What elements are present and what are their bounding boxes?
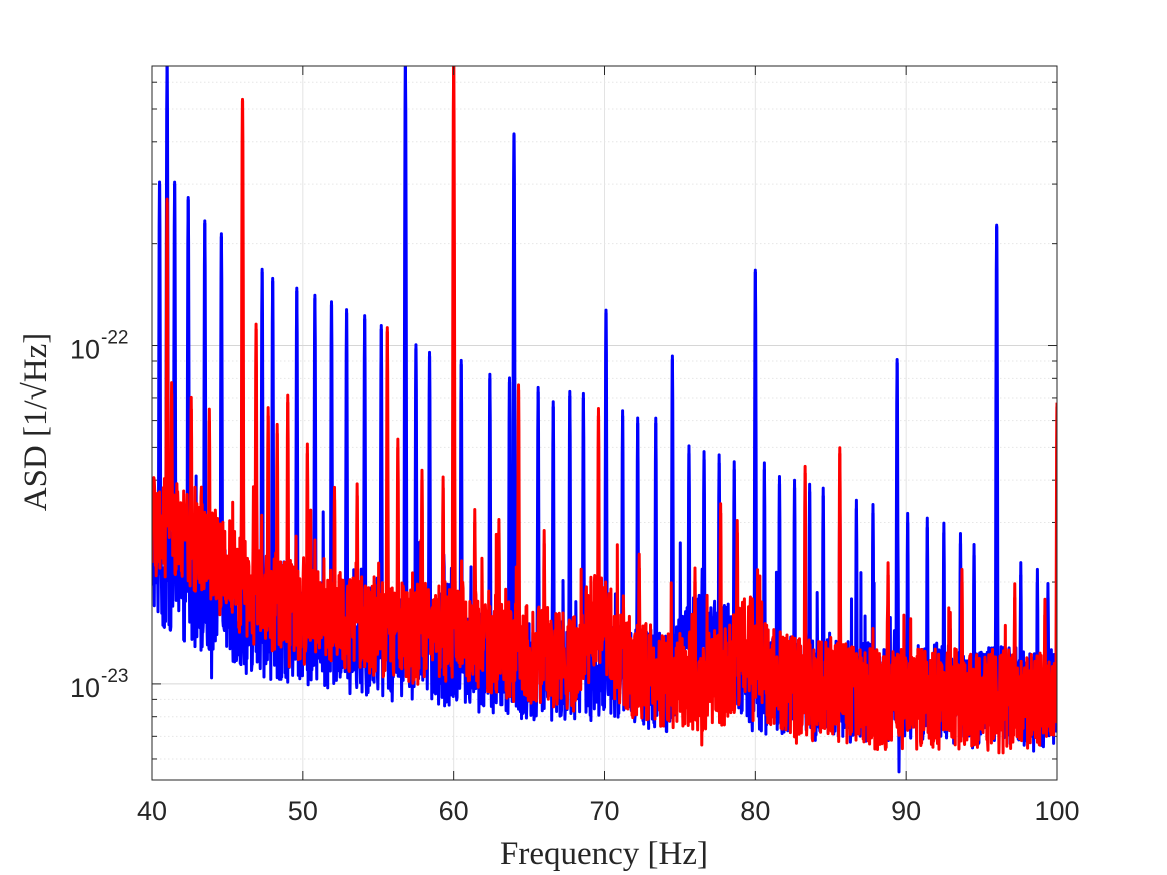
x-tick-label: 90 bbox=[891, 796, 921, 826]
y-axis-label: ASD [1/√Hz] bbox=[18, 333, 54, 512]
series-layer bbox=[152, 66, 1057, 774]
x-tick-label: 50 bbox=[288, 796, 318, 826]
y-tick-label: 10 bbox=[70, 335, 100, 365]
y-tick-exponent: -22 bbox=[101, 328, 128, 349]
x-tick-label: 40 bbox=[137, 796, 167, 826]
asd-line-series-2 bbox=[152, 66, 1057, 755]
x-axis-label: Frequency [Hz] bbox=[500, 836, 708, 872]
x-axis-ticks: 40 50 60 70 80 90 100 bbox=[137, 66, 1080, 826]
x-tick-label: 60 bbox=[439, 796, 469, 826]
y-tick-exponent: -23 bbox=[101, 666, 128, 687]
y-tick-label: 10 bbox=[70, 673, 100, 703]
x-tick-label: 70 bbox=[589, 796, 619, 826]
x-tick-label: 80 bbox=[740, 796, 770, 826]
x-tick-label: 100 bbox=[1034, 796, 1079, 826]
